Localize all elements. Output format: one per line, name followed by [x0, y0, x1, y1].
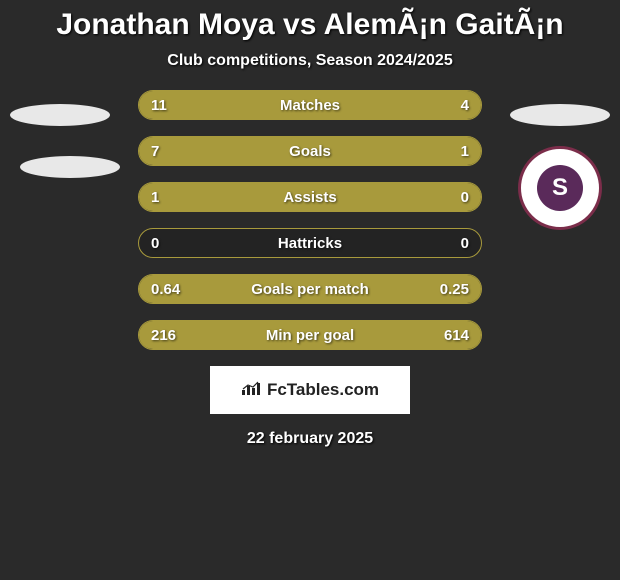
chart-icon — [241, 380, 261, 401]
bar-label: Hattricks — [139, 229, 481, 258]
stat-bar: 10Assists — [138, 182, 482, 212]
stat-bar: 216614Min per goal — [138, 320, 482, 350]
stat-bar: 0.640.25Goals per match — [138, 274, 482, 304]
comparison-subtitle: Club competitions, Season 2024/2025 — [0, 52, 620, 70]
bar-label: Matches — [139, 91, 481, 120]
right-player-photo-area: S — [510, 90, 610, 230]
club-badge-letter: S — [537, 165, 583, 211]
stat-bar: 114Matches — [138, 90, 482, 120]
bar-label: Goals — [139, 137, 481, 166]
stat-bar: 71Goals — [138, 136, 482, 166]
stats-bars: 114Matches 71Goals 10Assists 00Hattricks 0.6… — [138, 90, 482, 350]
club-badge: S — [518, 146, 602, 230]
bar-label: Goals per match — [139, 275, 481, 304]
bar-label: Assists — [139, 183, 481, 212]
content-area: S 114Matches 71Goals 10Assists 00Hattricks 0… — [0, 90, 620, 350]
placeholder-shape — [10, 104, 110, 126]
fctables-logo: FcTables.com — [210, 366, 410, 414]
stat-bar: 00Hattricks — [138, 228, 482, 258]
logo-text: FcTables.com — [267, 380, 379, 400]
placeholder-shape — [20, 156, 120, 178]
placeholder-shape — [510, 104, 610, 126]
left-player-photo-area — [10, 90, 120, 178]
comparison-title: Jonathan Moya vs AlemÃ¡n GaitÃ¡n — [0, 0, 620, 42]
snapshot-date: 22 february 2025 — [0, 430, 620, 448]
bar-label: Min per goal — [139, 321, 481, 350]
